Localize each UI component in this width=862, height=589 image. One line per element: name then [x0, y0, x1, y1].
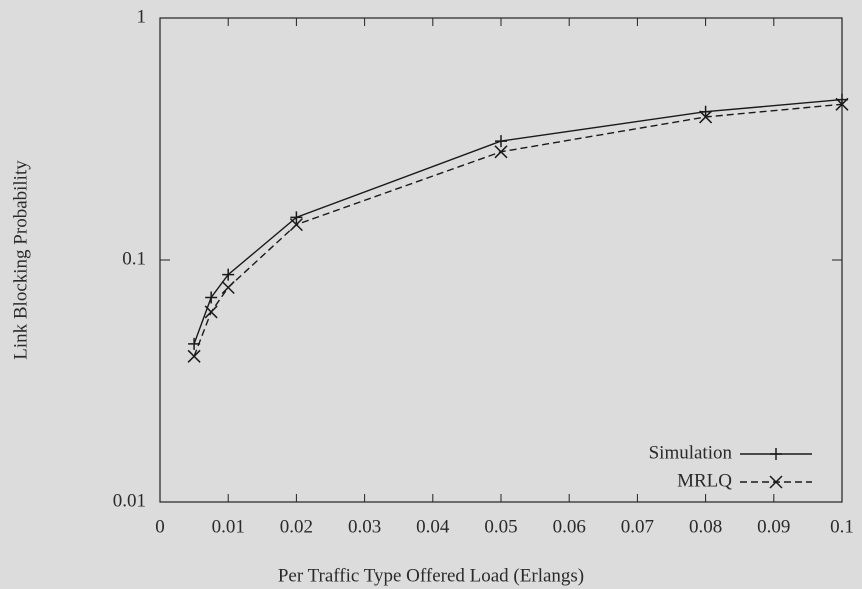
legend-label: MRLQ: [677, 470, 732, 491]
legend-label: Simulation: [649, 442, 733, 463]
x-tick-label: 0.09: [757, 516, 790, 537]
y-axis-label: Link Blocking Probability: [10, 160, 31, 360]
series-line: [193, 98, 843, 345]
marker: [699, 105, 712, 118]
x-axis-label: Per Traffic Type Offered Load (Erlangs): [278, 565, 584, 586]
x-tick-label: 0.04: [416, 516, 450, 537]
marker: [699, 110, 713, 124]
marker: [494, 145, 508, 159]
marker: [204, 305, 218, 319]
marker: [769, 475, 783, 489]
x-tick-label: 0.07: [621, 516, 654, 537]
y-tick-label: 0.01: [113, 490, 146, 511]
marker: [289, 218, 303, 232]
x-tick-label: 0.02: [280, 516, 313, 537]
x-tick-label: 0.06: [553, 516, 586, 537]
marker: [221, 280, 235, 294]
marker: [187, 349, 201, 363]
x-tick-label: 0.05: [484, 516, 517, 537]
marker: [188, 337, 201, 350]
x-tick-label: 0.1: [830, 516, 854, 537]
plot-frame: [159, 17, 843, 503]
x-tick-label: 0.01: [212, 516, 245, 537]
x-tick-label: 0: [155, 516, 165, 537]
y-tick-label: 0.1: [122, 248, 146, 269]
marker: [222, 268, 235, 281]
x-tick-label: 0.03: [348, 516, 381, 537]
marker: [835, 97, 849, 111]
marker: [205, 291, 218, 304]
marker: [770, 448, 782, 460]
marker: [495, 135, 507, 148]
marker: [290, 211, 303, 224]
x-tick-label: 0.08: [689, 516, 722, 537]
y-tick-label: 1: [137, 6, 147, 27]
